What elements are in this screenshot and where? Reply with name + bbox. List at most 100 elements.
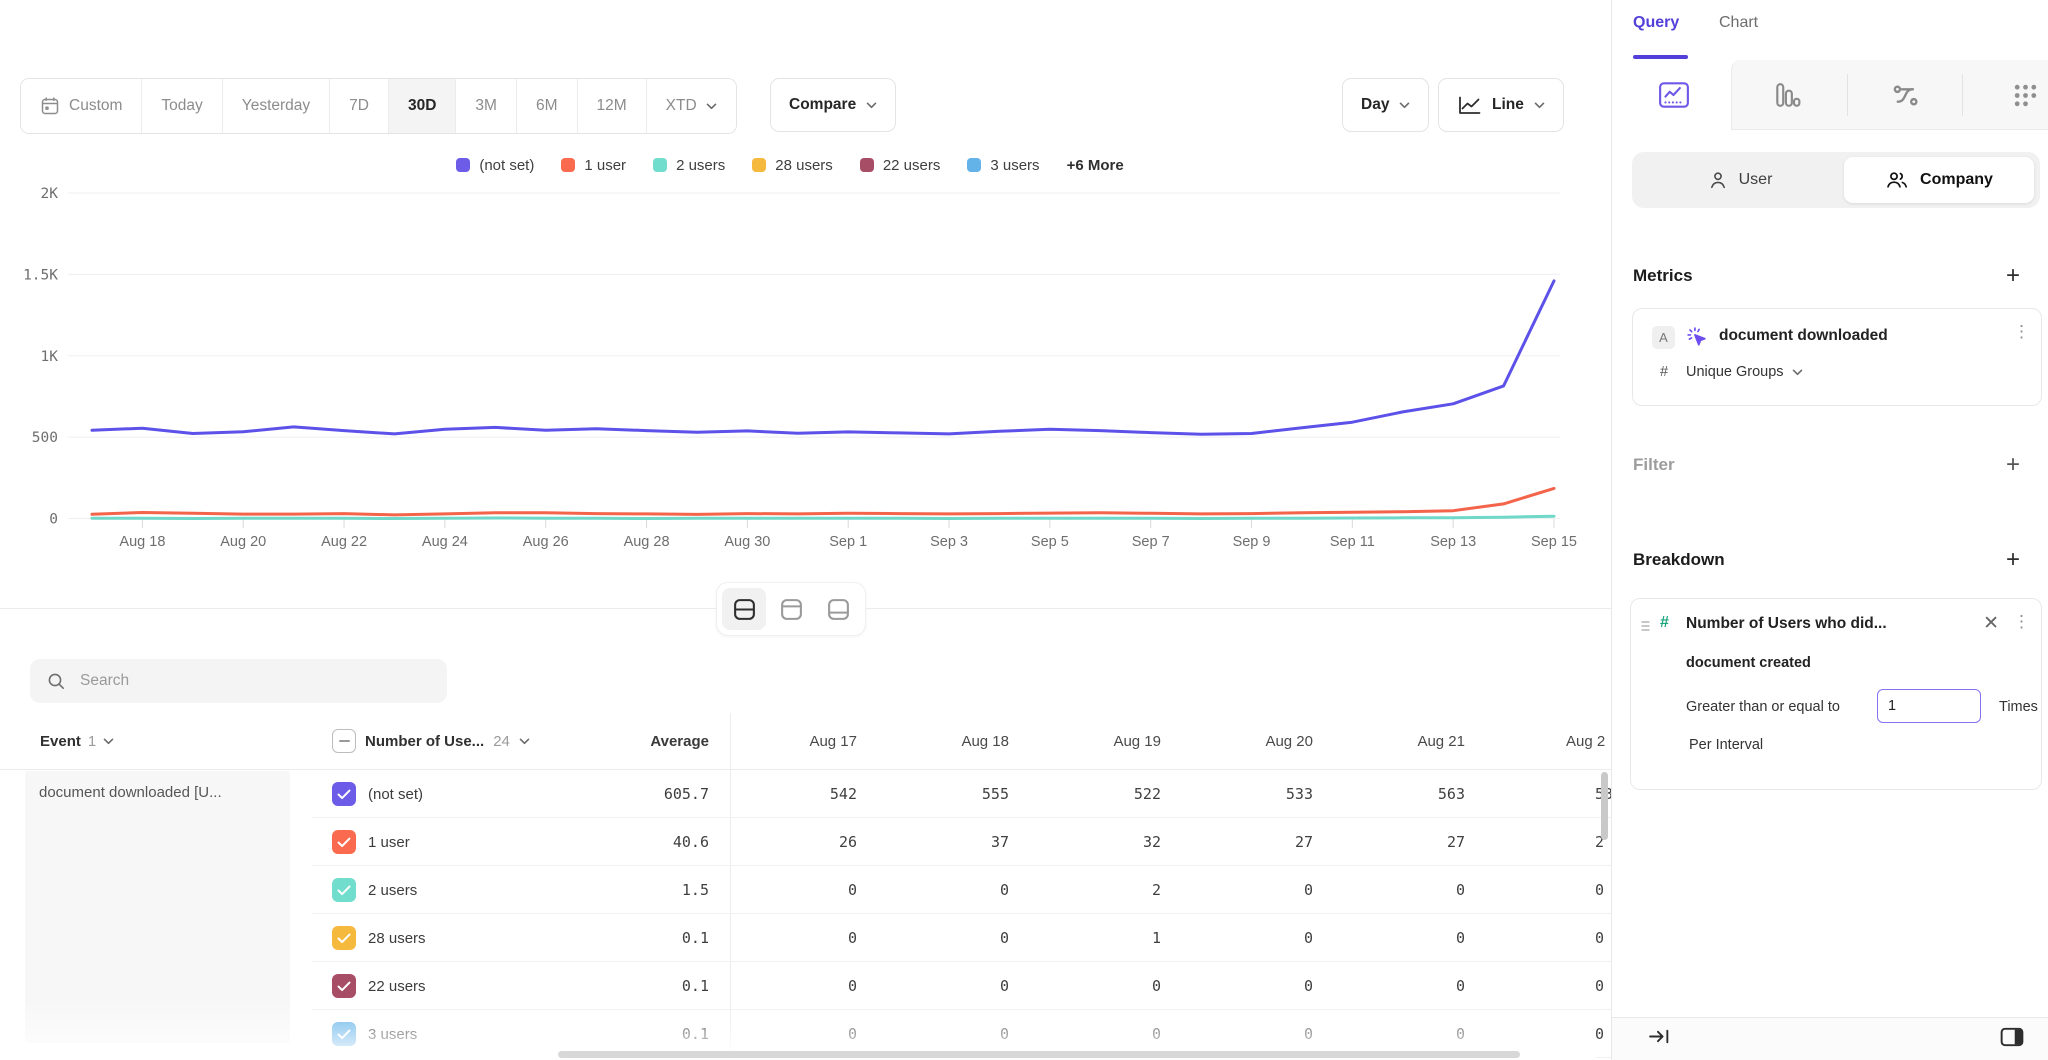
svg-text:Sep 13: Sep 13 bbox=[1430, 534, 1476, 550]
line-chart-icon bbox=[1658, 81, 1690, 109]
tab-divider bbox=[1962, 74, 1963, 116]
date-column-header[interactable]: Aug 17 bbox=[727, 713, 857, 769]
svg-text:0: 0 bbox=[49, 512, 58, 528]
search-input[interactable] bbox=[78, 671, 431, 691]
search-box bbox=[30, 659, 447, 703]
row-average-value: 0.1 bbox=[579, 914, 709, 962]
row-checkbox-checked[interactable] bbox=[332, 1022, 356, 1046]
chevron-down-icon bbox=[1792, 369, 1803, 376]
horizontal-scrollbar[interactable] bbox=[558, 1051, 1520, 1058]
main-panel: Custom Today Yesterday 7D 30D 3M 6M 12M … bbox=[0, 0, 1611, 1060]
row-checkbox-checked[interactable] bbox=[332, 782, 356, 806]
vertical-scrollbar[interactable] bbox=[1601, 772, 1608, 840]
analytics-app: Custom Today Yesterday 7D 30D 3M 6M 12M … bbox=[0, 0, 2048, 1060]
panel-layout-icon[interactable] bbox=[2000, 1027, 2024, 1052]
metric-event-name[interactable]: document downloaded bbox=[1719, 327, 1888, 345]
svg-text:Sep 15: Sep 15 bbox=[1531, 534, 1577, 550]
svg-text:Aug 26: Aug 26 bbox=[523, 534, 569, 550]
line-chart[interactable]: 05001K1.5K2KAug 18Aug 20Aug 22Aug 24Aug … bbox=[0, 0, 1611, 565]
add-metric-button[interactable]: + bbox=[2000, 263, 2026, 289]
collapse-sidebar-icon[interactable] bbox=[1648, 1028, 1671, 1050]
average-column-header[interactable]: Average bbox=[579, 713, 709, 769]
date-column-header[interactable]: Aug 20 bbox=[1183, 713, 1313, 769]
date-column-header-truncated[interactable]: Aug 2 bbox=[1566, 713, 1611, 769]
add-breakdown-button[interactable]: + bbox=[2000, 547, 2026, 573]
split-view-icon bbox=[732, 597, 757, 622]
date-column-header[interactable]: Aug 19 bbox=[1031, 713, 1161, 769]
row-cell-value: 32 bbox=[1031, 818, 1161, 866]
svg-text:Aug 20: Aug 20 bbox=[220, 534, 266, 550]
select-all-checkbox[interactable] bbox=[332, 729, 356, 753]
drag-handle-icon[interactable] bbox=[1639, 619, 1652, 637]
chevron-down-icon bbox=[519, 738, 530, 745]
chart-type-journeys-tab[interactable] bbox=[1860, 60, 1950, 130]
row-cell-value: 0 bbox=[879, 962, 1009, 1010]
date-column-header[interactable]: Aug 18 bbox=[879, 713, 1009, 769]
row-average-value: 0.1 bbox=[579, 962, 709, 1010]
breakdown-title[interactable]: Number of Users who did... bbox=[1686, 615, 1887, 633]
search-icon bbox=[46, 671, 66, 691]
matrix-icon bbox=[2012, 82, 2039, 109]
row-label[interactable]: 1 user bbox=[368, 818, 410, 866]
breakdown-times-input[interactable] bbox=[1877, 689, 1981, 723]
metric-card[interactable]: A document downloaded ⋮ # Unique Groups bbox=[1632, 308, 2042, 406]
table-row: (not set)605.754255552253356353 bbox=[0, 770, 1611, 818]
breakdown-condition-label[interactable]: Greater than or equal to bbox=[1686, 699, 1840, 715]
svg-text:500: 500 bbox=[32, 430, 58, 446]
row-cell-value: 26 bbox=[727, 818, 857, 866]
chart-type-matrix-tab[interactable] bbox=[1980, 60, 2048, 130]
row-label[interactable]: 22 users bbox=[368, 962, 426, 1010]
add-filter-button[interactable]: + bbox=[2000, 452, 2026, 478]
chevron-down-icon bbox=[103, 738, 114, 745]
close-icon[interactable]: ✕ bbox=[1983, 612, 1999, 635]
row-cell-value-truncated: 0 bbox=[1595, 914, 1611, 962]
chart-type-bar-tab[interactable] bbox=[1742, 60, 1832, 130]
user-toggle-label: User bbox=[1739, 171, 1773, 189]
row-average-value: 1.5 bbox=[579, 866, 709, 914]
row-cell-value: 555 bbox=[879, 770, 1009, 818]
svg-text:Sep 9: Sep 9 bbox=[1233, 534, 1271, 550]
split-view-button[interactable] bbox=[722, 588, 766, 630]
series-header-count: 24 bbox=[493, 733, 510, 750]
breakdown-event-name[interactable]: document created bbox=[1686, 655, 1811, 671]
table-only-view-button[interactable] bbox=[816, 588, 860, 630]
row-cell-value-truncated: 0 bbox=[1595, 962, 1611, 1010]
row-label[interactable]: 28 users bbox=[368, 914, 426, 962]
table-header: Event 1 Number of Use... 24 Average Aug … bbox=[0, 713, 1611, 770]
tab-chart[interactable]: Chart bbox=[1719, 14, 1758, 32]
breakdown-card: # Number of Users who did... ✕ ⋮ documen… bbox=[1630, 598, 2042, 790]
chart-type-line-tab[interactable] bbox=[1629, 60, 1719, 130]
chart-only-view-button[interactable] bbox=[769, 588, 813, 630]
breakdown-hash-icon: # bbox=[1660, 614, 1669, 632]
breakdown-kebab-menu[interactable]: ⋮ bbox=[2013, 613, 2029, 631]
metric-kebab-menu[interactable]: ⋮ bbox=[2013, 323, 2029, 341]
entity-toggle-user[interactable]: User bbox=[1642, 157, 1838, 203]
series-column-header[interactable]: Number of Use... 24 bbox=[332, 713, 530, 769]
row-label[interactable]: (not set) bbox=[368, 770, 423, 818]
row-checkbox-checked[interactable] bbox=[332, 878, 356, 902]
svg-text:Aug 22: Aug 22 bbox=[321, 534, 367, 550]
date-column-header[interactable]: Aug 21 bbox=[1335, 713, 1465, 769]
tab-query[interactable]: Query bbox=[1633, 14, 1679, 32]
row-label[interactable]: 3 users bbox=[368, 1010, 417, 1058]
metric-aggregation-dropdown[interactable]: Unique Groups bbox=[1686, 364, 1803, 380]
row-cell-value: 0 bbox=[727, 962, 857, 1010]
bar-chart-icon bbox=[1773, 81, 1801, 109]
table-row: 2 users1.5002000 bbox=[0, 866, 1611, 914]
row-checkbox-checked[interactable] bbox=[332, 926, 356, 950]
row-label[interactable]: 2 users bbox=[368, 866, 417, 914]
user-icon bbox=[1708, 170, 1728, 190]
breakdown-per-interval-label[interactable]: Per Interval bbox=[1689, 737, 1763, 753]
event-header-label: Event bbox=[40, 733, 81, 750]
row-cell-value: 0 bbox=[1335, 866, 1465, 914]
row-cell-value: 0 bbox=[727, 866, 857, 914]
event-column-header[interactable]: Event 1 bbox=[40, 713, 114, 769]
svg-text:Aug 18: Aug 18 bbox=[119, 534, 165, 550]
table-only-view-icon bbox=[826, 597, 851, 622]
table-row: 1 user40.626373227272 bbox=[0, 818, 1611, 866]
event-header-count: 1 bbox=[88, 733, 96, 750]
entity-toggle-company[interactable]: Company bbox=[1844, 157, 2034, 203]
row-cell-value: 0 bbox=[1335, 962, 1465, 1010]
row-checkbox-checked[interactable] bbox=[332, 830, 356, 854]
row-checkbox-checked[interactable] bbox=[332, 974, 356, 998]
